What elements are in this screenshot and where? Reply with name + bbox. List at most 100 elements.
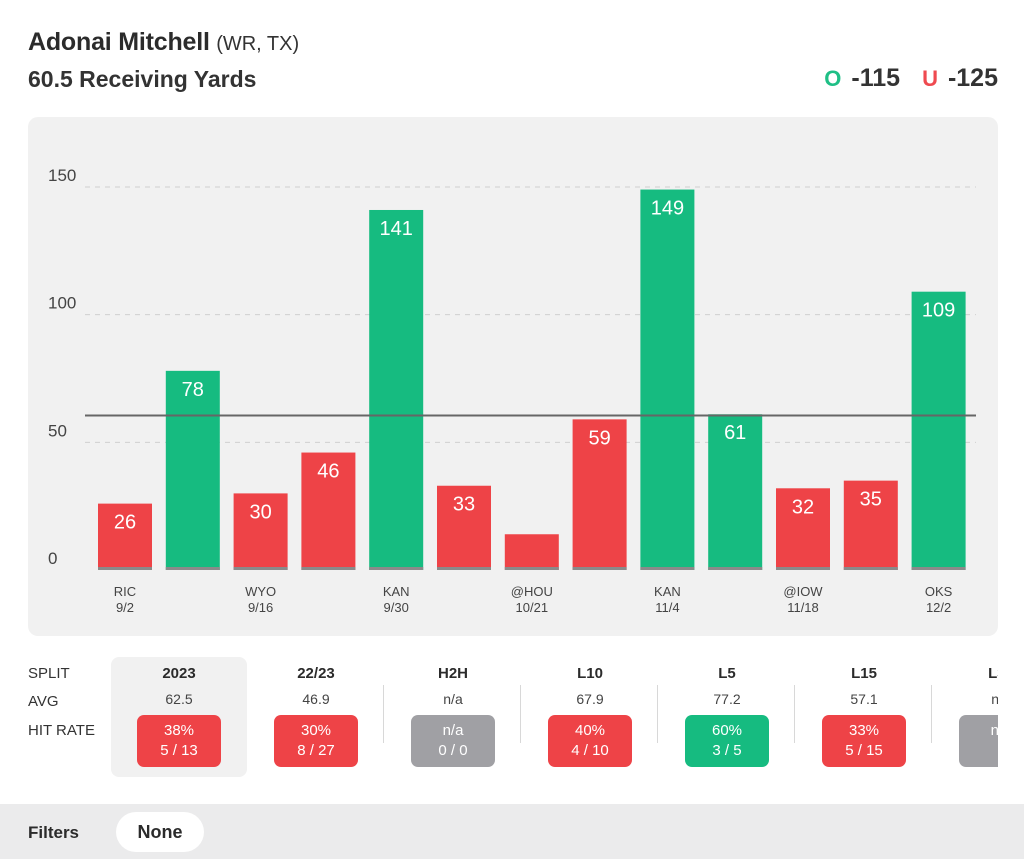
x-tick-date: 10/21 bbox=[516, 600, 549, 615]
bar[interactable] bbox=[640, 189, 695, 570]
y-tick-label: 100 bbox=[48, 294, 76, 313]
x-tick-date: 9/16 bbox=[248, 600, 273, 615]
bar[interactable] bbox=[301, 452, 356, 570]
bar[interactable] bbox=[504, 534, 559, 570]
player-position-team: (WR, TX) bbox=[216, 33, 300, 55]
prop-line: 60.5 Receiving Yards bbox=[28, 66, 257, 92]
hit-rate-badge: n/a 0 / 0 bbox=[411, 715, 495, 767]
x-tick-opponent: OKS bbox=[925, 584, 953, 599]
bar[interactable] bbox=[233, 493, 288, 570]
bar-base bbox=[708, 567, 763, 570]
split-column-2023[interactable]: 2023 62.5 38% 5 / 13 bbox=[111, 657, 247, 777]
x-tick-date: 11/18 bbox=[787, 600, 819, 615]
bar-base bbox=[437, 567, 491, 570]
bar-value-label: 26 bbox=[114, 512, 136, 534]
bar[interactable] bbox=[369, 209, 424, 570]
bar[interactable] bbox=[843, 480, 898, 570]
x-tick-opponent: KAN bbox=[383, 584, 410, 599]
over-label: O bbox=[824, 65, 842, 91]
filters-label: Filters bbox=[28, 823, 80, 842]
hit-rate-badge: 40% 4 / 10 bbox=[548, 715, 632, 767]
split-name: L15 bbox=[851, 665, 877, 682]
split-avg: 77.2 bbox=[713, 691, 741, 707]
split-column-22-23[interactable]: 22/23 46.9 30% 8 / 27 bbox=[248, 657, 384, 777]
split-name: L30 bbox=[988, 665, 998, 682]
bar-value-label: 46 bbox=[317, 461, 339, 483]
split-avg: n/a bbox=[443, 691, 463, 707]
hit-rate-badge: 60% 3 / 5 bbox=[685, 715, 769, 767]
bar-base bbox=[98, 567, 152, 570]
split-avg: n/a bbox=[991, 691, 998, 707]
split-column-h2h[interactable]: H2H n/a n/a 0 / 0 bbox=[385, 657, 521, 777]
bar-base bbox=[369, 567, 424, 570]
bar-value-label: 149 bbox=[651, 198, 684, 220]
column-divider bbox=[657, 685, 658, 743]
bar-base bbox=[165, 567, 220, 570]
bar-base bbox=[843, 567, 898, 570]
hit-rate-record: 4 / 10 bbox=[571, 742, 609, 759]
x-tick-opponent: @HOU bbox=[511, 584, 553, 599]
y-tick-label: 50 bbox=[48, 421, 67, 440]
bar-value-label: 78 bbox=[182, 379, 204, 401]
filters-none-button[interactable]: None bbox=[116, 812, 204, 852]
bar[interactable] bbox=[911, 291, 966, 570]
bar-value-label: 35 bbox=[860, 489, 882, 511]
split-column-l10[interactable]: L10 67.9 40% 4 / 10 bbox=[522, 657, 658, 777]
bar[interactable] bbox=[708, 414, 763, 570]
bar-base bbox=[572, 567, 627, 570]
hit-rate-percent: n/a bbox=[990, 722, 998, 739]
under-label: U bbox=[922, 65, 938, 91]
bar-base bbox=[504, 567, 559, 570]
bar[interactable] bbox=[776, 488, 830, 570]
hit-rate-percent: 40% bbox=[574, 722, 606, 739]
x-tick-opponent: @IOW bbox=[783, 584, 823, 599]
bar-value-label: 32 bbox=[792, 496, 814, 518]
hit-rate-record: 8 / 27 bbox=[297, 742, 335, 759]
hit-rate-record: 0 / 0 bbox=[438, 742, 468, 759]
bar[interactable] bbox=[437, 485, 491, 570]
hit-rate-badge: 33% 5 / 15 bbox=[822, 715, 906, 767]
hit-rate-record: 3 / 5 bbox=[712, 742, 742, 759]
split-column-l5[interactable]: L5 77.2 60% 3 / 5 bbox=[659, 657, 795, 777]
bar-value-label: 33 bbox=[453, 494, 475, 516]
hit-rate-badge: 38% 5 / 13 bbox=[137, 715, 221, 767]
split-avg: 67.9 bbox=[576, 691, 604, 707]
hit-rate-percent: 33% bbox=[848, 722, 880, 739]
split-row-label: SPLIT bbox=[28, 665, 70, 682]
split-name: 2023 bbox=[162, 665, 196, 682]
split-name: L10 bbox=[577, 665, 603, 682]
hit-rate-percent: 60% bbox=[711, 722, 743, 739]
hit-rate-percent: 30% bbox=[300, 722, 332, 739]
over-odds[interactable]: -115 bbox=[851, 64, 901, 92]
split-column-l15[interactable]: L15 57.1 33% 5 / 15 bbox=[796, 657, 932, 777]
splits-table: SPLIT AVG HIT RATE 2023 62.5 38% 5 / 13 22/2… bbox=[0, 657, 998, 777]
split-name: 22/23 bbox=[297, 665, 335, 682]
split-column-l30[interactable]: L30 n/a n/a bbox=[933, 657, 998, 777]
bar-base bbox=[233, 567, 288, 570]
split-avg: 62.5 bbox=[165, 691, 193, 707]
player-title: Adonai Mitchell (WR, TX) bbox=[28, 28, 998, 57]
column-divider bbox=[383, 685, 384, 743]
odds-display: O -115 U -125 bbox=[824, 64, 998, 93]
hit-rate-row-label: HIT RATE bbox=[28, 722, 95, 739]
bar-value-label: 30 bbox=[249, 501, 271, 523]
x-tick-opponent: WYO bbox=[245, 584, 276, 599]
x-tick-date: 12/2 bbox=[926, 600, 951, 615]
bar-base bbox=[301, 567, 356, 570]
bar[interactable] bbox=[98, 503, 152, 570]
bar-value-label: 141 bbox=[380, 218, 413, 240]
x-tick-date: 9/30 bbox=[384, 600, 409, 615]
bar-base bbox=[640, 567, 695, 570]
hit-rate-badge: 30% 8 / 27 bbox=[274, 715, 358, 767]
bar[interactable] bbox=[165, 370, 220, 570]
hit-rate-record: 5 / 13 bbox=[160, 742, 198, 759]
y-tick-label: 0 bbox=[48, 549, 57, 568]
split-name: H2H bbox=[437, 665, 468, 682]
bar-base bbox=[911, 567, 966, 570]
hit-rate-percent: n/a bbox=[442, 722, 464, 739]
x-tick-date: 11/4 bbox=[655, 600, 679, 615]
under-odds[interactable]: -125 bbox=[947, 64, 998, 92]
bar[interactable] bbox=[572, 419, 627, 570]
x-tick-opponent: KAN bbox=[654, 584, 681, 599]
prop-header: Adonai Mitchell (WR, TX) 60.5 Receiving … bbox=[28, 28, 998, 98]
